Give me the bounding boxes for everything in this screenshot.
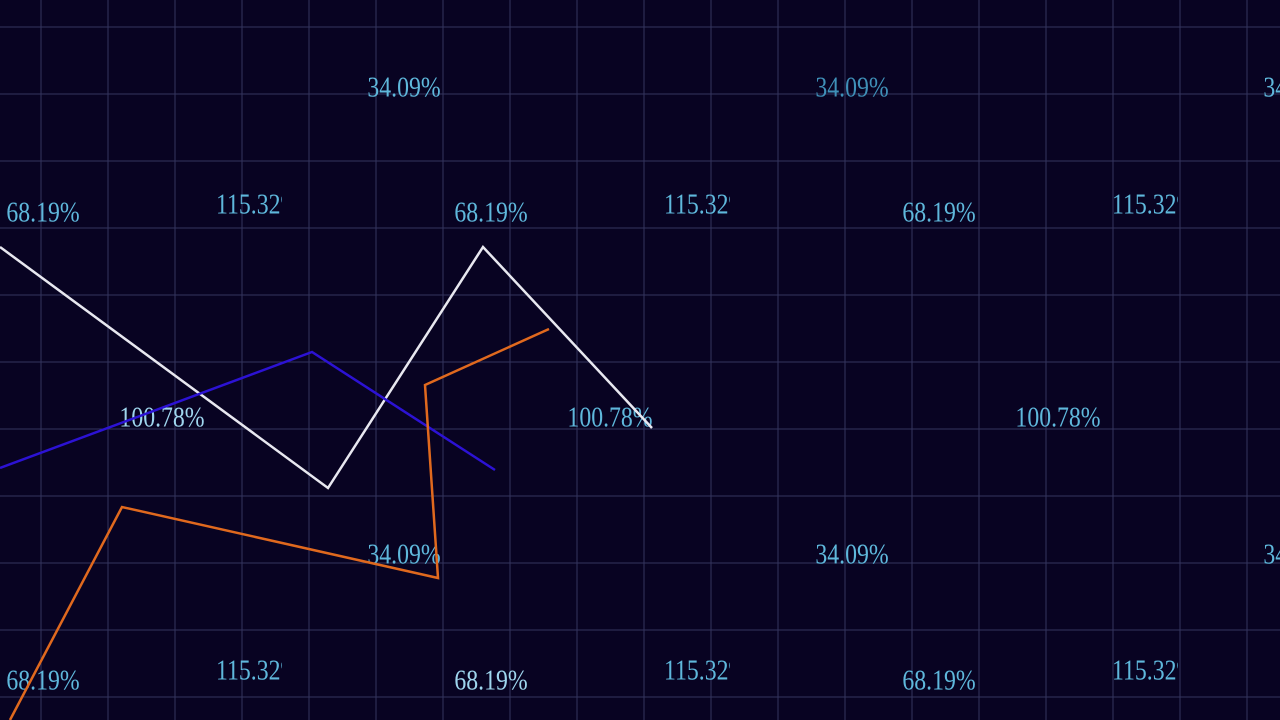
percent-label: 68.19% [6,195,79,228]
label-group: 34.09% [1263,537,1280,570]
label-group: 68.19% [6,663,79,696]
label-group: 68.19% [454,195,527,228]
percent-label: 115.32% [664,187,748,220]
percent-label: 68.19% [454,195,527,228]
blue-line [0,350,496,472]
label-clip: 115.32% [216,653,300,686]
orange-line [8,327,550,720]
label-group: 100.78% [567,400,652,433]
label-group: 34.09% [815,70,888,103]
label-group: 34.09% [815,537,888,570]
percent-label: 34.09% [367,70,440,103]
percent-label: 68.19% [902,195,975,228]
label-clip: 115.32% [1112,187,1196,220]
percent-label: 100.78% [1015,400,1100,433]
label-group: 68.19% [902,663,975,696]
percent-label: 34.09% [815,537,888,570]
percent-label: 115.32% [216,187,300,220]
percent-label: 115.32% [1112,187,1196,220]
percent-label: 115.32% [1112,653,1196,686]
labels: 34.09% 34.09% 68.19% 68.19% 115.32% 115.32% 10… [6,70,1280,696]
label-group: 68.19% [6,195,79,228]
label-clip: 115.32% [664,653,748,686]
label-clip: 115.32% [664,187,748,220]
percent-label: 68.19% [454,663,527,696]
label-group: 68.19% [902,195,975,228]
label-group: 100.78% [1015,400,1100,433]
label-group: 68.19% [454,663,527,696]
label-group: 100.78% [119,400,204,433]
label-clip: 115.32% [1112,653,1196,686]
label-clip: 115.32% [216,187,300,220]
percent-label: 34.09% [815,70,888,103]
percent-label: 115.32% [216,653,300,686]
percent-label: 34.09% [1263,537,1280,570]
percent-label: 115.32% [664,653,748,686]
label-group: 34.09% [367,70,440,103]
percent-label: 68.19% [902,663,975,696]
percent-label: 68.19% [6,663,79,696]
label-group: 34.09% [1263,70,1280,103]
percent-label: 100.78% [567,400,652,433]
percent-label: 34.09% [1263,70,1280,103]
percent-label: 100.78% [119,400,204,433]
white-line [0,244,653,490]
